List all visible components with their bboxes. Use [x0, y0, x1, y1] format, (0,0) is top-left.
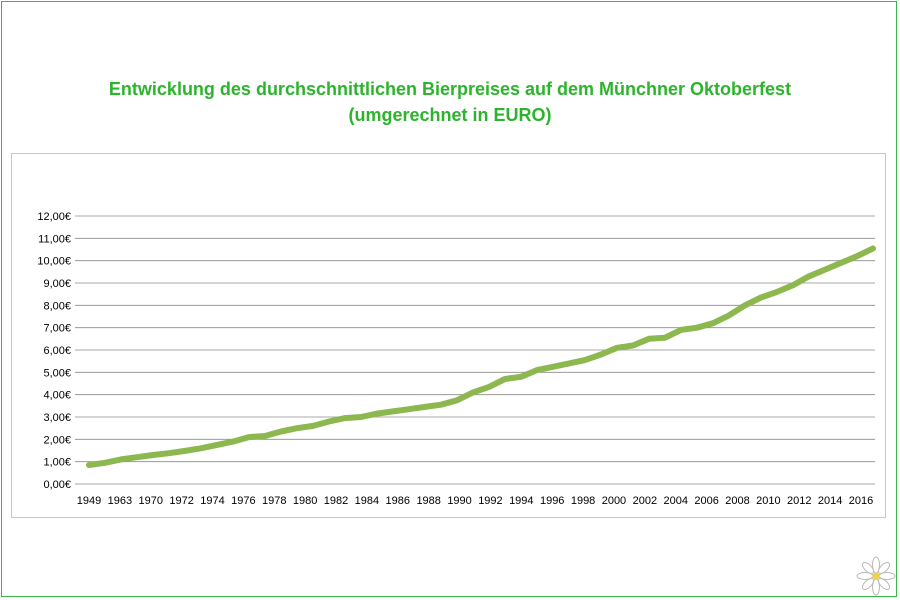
- x-tick-label: 2010: [756, 495, 780, 507]
- y-tick-label: 6,00€: [43, 345, 71, 357]
- x-tick-label: 2006: [694, 495, 718, 507]
- x-tick-label: 1996: [540, 495, 564, 507]
- x-tick-label: 1970: [139, 495, 163, 507]
- y-tick-label: 5,00€: [43, 367, 71, 379]
- x-tick-label: 2004: [663, 495, 687, 507]
- x-tick-label: 2008: [725, 495, 749, 507]
- chart-area: 0,00€ 1,00€ 2,00€ 3,00€ 4,00€ 5,00€ 6,00€ 7,00€…: [11, 153, 886, 518]
- y-tick-label: 3,00€: [43, 412, 71, 424]
- x-tick-label: 1990: [447, 495, 471, 507]
- x-tick-label: 1963: [108, 495, 132, 507]
- y-tick-label: 12,00€: [37, 211, 71, 223]
- y-tick-label: 11,00€: [38, 233, 71, 245]
- x-tick-label: 1978: [262, 495, 286, 507]
- x-tick-label: 1994: [509, 495, 533, 507]
- price-series-line: [86, 245, 876, 468]
- x-tick-label: 1976: [231, 495, 255, 507]
- y-tick-label: 2,00€: [43, 434, 71, 446]
- y-tick-label: 1,00€: [43, 457, 71, 469]
- x-tick-label: 1974: [200, 495, 224, 507]
- x-tick-label: 1998: [571, 495, 595, 507]
- x-tick-label: 2000: [602, 495, 626, 507]
- chart-title: Entwicklung des durchschnittlichen Bierp…: [108, 79, 792, 99]
- y-tick-label: 9,00€: [43, 278, 71, 290]
- edelweiss-logo-icon: [856, 556, 896, 596]
- y-tick-label: 8,00€: [43, 300, 71, 312]
- y-tick-label: 0,00€: [43, 479, 71, 491]
- x-tick-label: 2016: [849, 495, 873, 507]
- y-tick-label: 7,00€: [43, 323, 71, 335]
- series: [86, 245, 876, 468]
- y-axis-ticks: 0,00€ 1,00€ 2,00€ 3,00€ 4,00€ 5,00€ 6,00€ 7,00€…: [37, 211, 71, 491]
- x-tick-label: 1980: [293, 495, 317, 507]
- x-tick-label: 1984: [355, 495, 379, 507]
- x-tick-label: 1992: [478, 495, 502, 507]
- chart-subtitle: (umgerechnet in EURO): [348, 105, 552, 125]
- line-chart: 0,00€ 1,00€ 2,00€ 3,00€ 4,00€ 5,00€ 6,00€ 7,00€…: [37, 211, 876, 507]
- x-tick-label: 1988: [416, 495, 440, 507]
- grid-lines: [75, 215, 875, 485]
- x-axis-ticks: 1949 1963 1970 1972 1974 1976 1978 1980 1982 1984…: [77, 495, 873, 507]
- x-tick-label: 1949: [77, 495, 101, 507]
- x-tick-label: 1982: [324, 495, 348, 507]
- chart-title-block: Entwicklung des durchschnittlichen Bierp…: [0, 76, 900, 128]
- y-tick-label: 10,00€: [37, 256, 71, 268]
- x-tick-label: 2012: [787, 495, 811, 507]
- y-tick-label: 4,00€: [43, 390, 71, 402]
- x-tick-label: 1972: [169, 495, 193, 507]
- x-tick-label: 1986: [386, 495, 410, 507]
- x-tick-label: 2014: [818, 495, 842, 507]
- x-tick-label: 2002: [633, 495, 657, 507]
